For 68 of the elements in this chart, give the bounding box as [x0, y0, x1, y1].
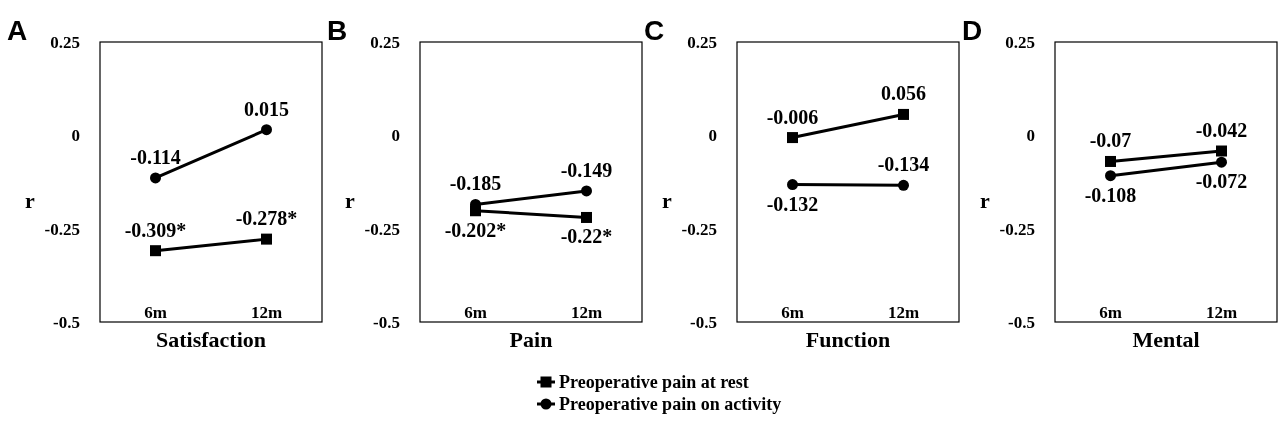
point	[581, 211, 592, 223]
x-tick-label: 12m	[570, 303, 603, 322]
data-label: 0.015	[244, 97, 289, 120]
x-tick-label: 12m	[250, 303, 283, 322]
y-tick-label: 0.25	[370, 33, 400, 52]
data-label: -0.114	[130, 145, 181, 168]
point	[787, 179, 798, 191]
x-tick-label: 6m	[464, 303, 487, 322]
x-axis-title: Mental	[1132, 327, 1200, 352]
y-axis-title: r	[345, 188, 355, 213]
data-label: -0.309*	[124, 218, 187, 241]
y-axis-title: r	[662, 188, 672, 213]
y-tick-label: -0.25	[44, 219, 80, 239]
y-tick-label: 0.25	[1005, 33, 1035, 52]
data-label: -0.278*	[235, 207, 298, 230]
chart-title: A	[7, 15, 28, 46]
legend-label: Preoperative pain at rest	[559, 372, 749, 392]
y-tick-label: -0.5	[53, 313, 80, 332]
y-tick-label: -0.25	[681, 219, 717, 239]
y-tick-label: 0.25	[50, 33, 80, 52]
y-tick-label: 0	[391, 126, 400, 146]
chart-title: D	[962, 15, 983, 46]
y-tick-label: 0.25	[687, 33, 717, 52]
point	[1216, 156, 1227, 168]
data-label: -0.072	[1195, 170, 1248, 193]
data-label: -0.149	[560, 158, 613, 181]
chart-title: B	[327, 15, 348, 46]
y-tick-label: -0.5	[373, 313, 400, 332]
point	[261, 124, 272, 136]
y-tick-label: 0	[71, 126, 80, 146]
data-label: -0.006	[766, 105, 819, 128]
chart-title: C	[644, 15, 665, 46]
y-tick-label: -0.25	[999, 219, 1035, 239]
y-tick-label: -0.5	[690, 313, 717, 332]
point	[150, 245, 161, 257]
x-axis-title: Pain	[509, 327, 553, 352]
data-label: -0.132	[766, 192, 819, 215]
y-tick-label: -0.25	[364, 219, 400, 239]
y-tick-label: 0	[1026, 126, 1035, 146]
legend-label: Preoperative pain on activity	[559, 394, 782, 414]
x-tick-label: 6m	[1099, 303, 1122, 322]
point	[898, 108, 909, 120]
data-label: -0.108	[1084, 183, 1137, 206]
point	[1105, 155, 1116, 167]
data-label: -0.202*	[444, 218, 507, 241]
data-label: -0.042	[1195, 119, 1248, 142]
point	[1216, 145, 1227, 157]
point	[261, 233, 272, 245]
y-tick-label: 0	[708, 126, 717, 146]
point	[1105, 170, 1116, 182]
y-axis-title: r	[25, 188, 35, 213]
data-label: -0.22*	[560, 225, 613, 248]
x-tick-label: 6m	[144, 303, 167, 322]
x-tick-label: 6m	[781, 303, 804, 322]
point	[898, 179, 909, 191]
point	[787, 132, 798, 144]
data-label: 0.056	[881, 82, 926, 105]
y-axis-title: r	[980, 188, 990, 213]
data-label: -0.185	[449, 172, 502, 195]
y-tick-label: -0.5	[1008, 313, 1035, 332]
data-label: -0.07	[1089, 129, 1132, 152]
x-axis-title: Function	[805, 327, 891, 352]
x-axis-title: Satisfaction	[156, 327, 266, 352]
point	[150, 172, 161, 184]
x-tick-label: 12m	[887, 303, 920, 322]
data-label: -0.134	[877, 153, 930, 176]
point	[581, 185, 592, 197]
x-tick-label: 12m	[1205, 303, 1238, 322]
